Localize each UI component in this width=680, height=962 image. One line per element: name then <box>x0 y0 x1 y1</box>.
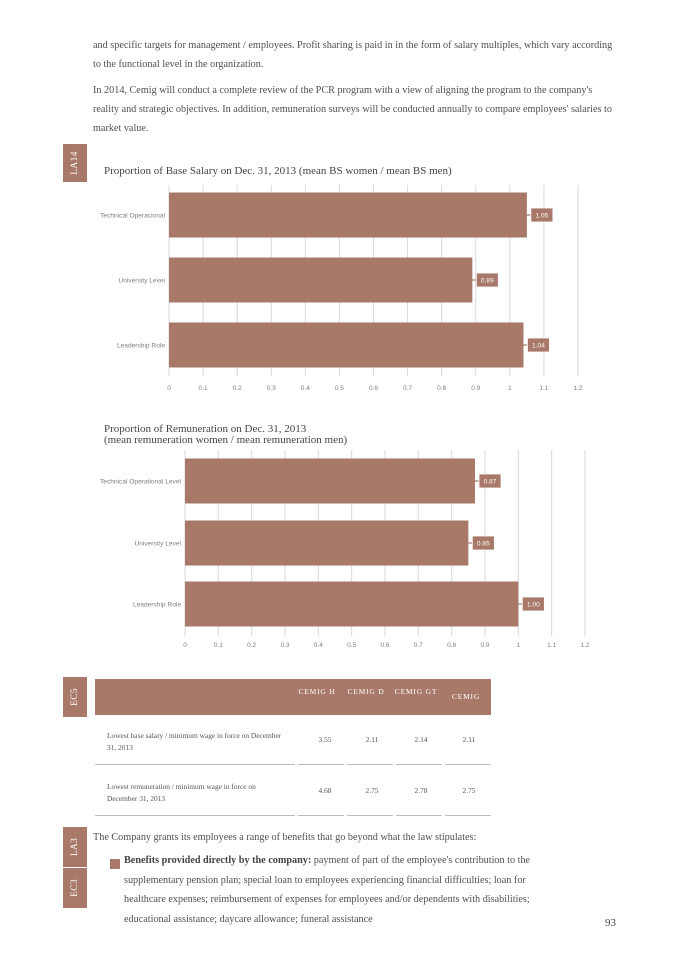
data-label: 0.87 <box>484 478 497 485</box>
table-divider <box>445 764 491 765</box>
table-row-1-label: Lowest base salary / minimum wage in for… <box>107 731 282 752</box>
base-salary-chart: 0 0.1 0.2 0.3 0.4 0.5 0.6 0.7 0.8 0.9 1 1.1 1.2 Techn… <box>100 185 583 392</box>
bar <box>185 458 475 504</box>
x-tick-label: 0.4 <box>314 642 323 649</box>
table-divider <box>396 815 442 816</box>
table-divider <box>396 764 442 765</box>
data-label: 1.05 <box>535 212 548 219</box>
bar <box>169 322 524 368</box>
x-tick-label: 1.2 <box>580 642 589 649</box>
chart-1-title: Proportion of Base Salary on Dec. 31, 20… <box>104 165 452 177</box>
gri-tag-la14-label: LA14 <box>70 151 80 175</box>
benefits-intro: The Company grants its employees a range… <box>93 832 477 843</box>
table-cell: 3.55 <box>318 735 332 744</box>
remuneration-chart: 0 0.1 0.2 0.3 0.4 0.5 0.6 0.7 0.8 0.9 1 1.1 1.2 Techn… <box>100 450 590 649</box>
gri-tag-la3-label: LA3 <box>70 837 80 857</box>
benefits-bullet-title: Benefits provided directly by the compan… <box>124 855 312 866</box>
table-row-2-label: Lowest remuneration / minimum wage in fo… <box>107 782 256 803</box>
x-tick-label: 0.6 <box>380 642 389 649</box>
x-tick-label: 0.6 <box>369 385 378 392</box>
data-label: 0.89 <box>481 277 494 284</box>
x-tick-label: 0.4 <box>301 385 310 392</box>
table-cell: 2.11 <box>365 735 379 744</box>
bullet-square-icon <box>110 859 120 869</box>
category-label: Technical Operational Level <box>100 479 182 486</box>
category-label: Leadership Role <box>117 343 165 350</box>
gri-tag-ec3: EC3 <box>63 868 87 908</box>
table-cell: 2.75 <box>365 786 379 795</box>
data-label-box <box>521 596 545 612</box>
table-cell: 2.75 <box>462 786 476 795</box>
x-tick-label: 0.7 <box>414 642 423 649</box>
data-label: 1.00 <box>527 601 540 608</box>
bar <box>185 520 469 566</box>
x-tick-label: 1 <box>517 642 521 649</box>
x-tick-label: 1.2 <box>573 385 582 392</box>
table-divider <box>298 815 344 816</box>
intro-paragraph-2: In 2014, Cemig will conduct a complete r… <box>93 85 612 134</box>
intro-paragraph-1: and specific targets for management / em… <box>93 40 613 70</box>
x-tick-label: 0.1 <box>199 385 208 392</box>
benefits-bullet: Benefits provided directly by the compan… <box>124 851 534 929</box>
table-cell: 4.68 <box>318 786 332 795</box>
data-label-box <box>471 535 495 551</box>
header-cemig: CEMIG <box>451 692 481 701</box>
x-tick-label: 0.8 <box>437 385 446 392</box>
x-tick-label: 0.2 <box>233 385 242 392</box>
page-number: 93 <box>605 917 616 929</box>
benefits-bullet-body: payment of part of the employee's contri… <box>124 855 531 925</box>
x-tick-label: 0.2 <box>247 642 256 649</box>
table-divider <box>95 764 295 765</box>
x-tick-label: 0.8 <box>447 642 456 649</box>
table-cell: 2.14 <box>414 735 428 744</box>
table-divider <box>298 764 344 765</box>
x-tick-label: 1.1 <box>539 385 548 392</box>
header-cemig-h: CEMIG H <box>298 687 336 696</box>
x-tick-label: 0 <box>183 642 187 649</box>
data-label-box <box>475 272 499 288</box>
data-label-box <box>530 207 554 223</box>
x-tick-label: 0.5 <box>335 385 344 392</box>
x-tick-label: 0.7 <box>403 385 412 392</box>
table-divider <box>347 764 393 765</box>
gri-tag-la14: LA14 <box>63 144 87 182</box>
table-cell: 2.78 <box>414 786 428 795</box>
x-tick-label: 0.3 <box>267 385 276 392</box>
gri-tag-ec3-label: EC3 <box>70 879 80 897</box>
chart-2-title: Proportion of Remuneration on Dec. 31, 2… <box>104 423 307 435</box>
data-label: 1.04 <box>532 342 545 349</box>
data-label-box <box>478 473 502 489</box>
category-label: Leadership Role <box>133 602 181 609</box>
category-label: University Level <box>118 278 165 285</box>
x-tick-label: 0.9 <box>471 385 480 392</box>
x-tick-label: 1 <box>508 385 512 392</box>
header-cemig-d: CEMIG D <box>347 687 385 696</box>
bar <box>185 581 519 627</box>
category-label: Technical Operacional <box>100 213 165 220</box>
data-label: 0.85 <box>477 540 490 547</box>
x-tick-label: 0.5 <box>347 642 356 649</box>
data-label-box <box>527 337 550 353</box>
gri-tag-ec5-label: EC5 <box>70 688 80 706</box>
table-divider <box>347 815 393 816</box>
x-tick-label: 0.1 <box>214 642 223 649</box>
gri-tag-la3: LA3 <box>63 827 87 867</box>
gri-tag-ec5: EC5 <box>63 677 87 717</box>
chart-2-subtitle: (mean remuneration women / mean remunera… <box>104 434 348 446</box>
x-tick-label: 1.1 <box>547 642 556 649</box>
bar <box>169 257 473 303</box>
x-tick-label: 0.9 <box>480 642 489 649</box>
bar <box>169 192 527 238</box>
table-divider <box>445 815 491 816</box>
table-cell: 2.11 <box>462 735 476 744</box>
x-tick-label: 0.3 <box>280 642 289 649</box>
table-header: CEMIG H CEMIG D CEMIG GT CEMIG <box>95 679 491 715</box>
x-tick-label: 0 <box>167 385 171 392</box>
category-label: University Level <box>134 541 181 548</box>
table-divider <box>95 815 295 816</box>
header-cemig-gt: CEMIG GT <box>394 687 438 696</box>
